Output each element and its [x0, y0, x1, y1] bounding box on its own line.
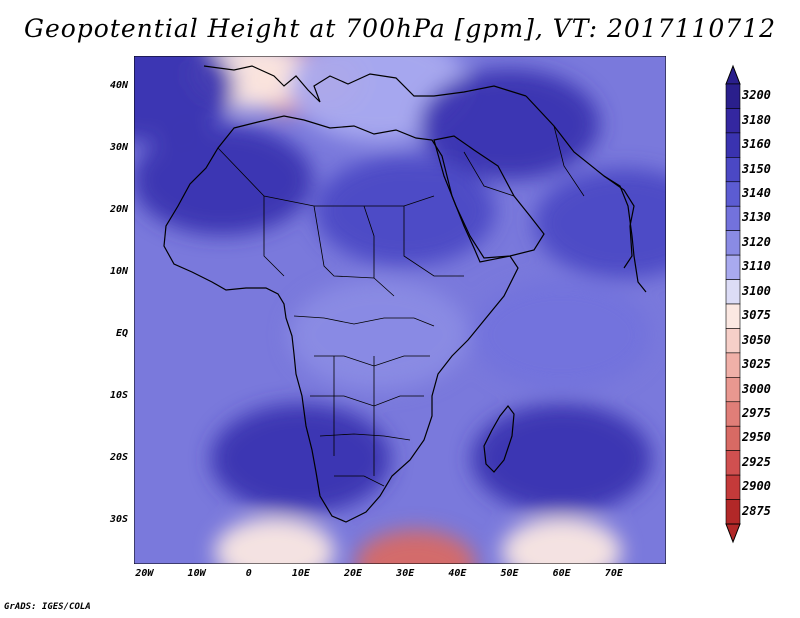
- colorbar-swatch: [725, 450, 741, 476]
- colorbar-level-label: 3100: [742, 283, 771, 298]
- colorbar-level-label: 3075: [742, 308, 771, 323]
- country-borders: [217, 125, 585, 487]
- lon-tick-label: 20W: [135, 568, 154, 579]
- lon-tick-label: 40E: [448, 568, 467, 579]
- geopotential-map: [134, 56, 666, 564]
- lat-tick-label: 10N: [109, 265, 128, 277]
- africa-coastline: [163, 115, 519, 523]
- lat-tick-label: 30S: [109, 513, 128, 525]
- colorbar: [725, 64, 741, 544]
- asia-coastline: [525, 95, 635, 269]
- field-s-indian-trough: [501, 517, 622, 564]
- colorbar-swatch: [725, 499, 741, 525]
- lat-tick-label: EQ: [115, 327, 128, 339]
- lon-tick-label: 10W: [187, 568, 206, 579]
- colorbar-swatch: [725, 108, 741, 134]
- field-eq-africa: [289, 279, 470, 390]
- field-east-africa: [315, 155, 496, 266]
- colorbar-level-label: 3180: [742, 112, 771, 127]
- field-se-atlantic-high: [210, 403, 391, 514]
- colorbar-level-label: 2975: [742, 406, 771, 420]
- field-mozambique-high: [471, 403, 652, 514]
- field-s-atlantic-low: [214, 517, 335, 564]
- lat-tick-label: 40N: [109, 79, 128, 91]
- colorbar-swatch: [725, 205, 741, 231]
- lon-tick-label: 50E: [500, 568, 519, 579]
- lat-tick-label: 20S: [109, 451, 128, 463]
- credit-text: GrADS: IGES/COLA: [4, 602, 91, 612]
- lon-tick-label: 70E: [604, 568, 623, 579]
- field-iran-high: [419, 69, 600, 180]
- field-indian-ocean: [471, 279, 652, 390]
- lat-tick-label: 30N: [109, 141, 128, 153]
- colorbar-level-label: 2900: [742, 479, 771, 494]
- field-sahara-high: [134, 124, 313, 235]
- colorbar-level-label: 3000: [742, 381, 771, 396]
- lon-tick-label: 60E: [552, 568, 571, 579]
- colorbar-level-label: 3025: [742, 357, 771, 372]
- europe-coastline: [203, 65, 527, 103]
- colorbar-level-label: 3130: [742, 210, 771, 225]
- colorbar-swatch: [725, 474, 741, 500]
- colorbar-swatch: [725, 157, 741, 183]
- colorbar-level-label: 3110: [742, 259, 771, 274]
- colorbar-swatch: [725, 352, 741, 378]
- lon-tick-label: 20E: [344, 568, 363, 579]
- field-atlantic-high: [134, 56, 235, 142]
- lon-tick-label: 30E: [396, 568, 415, 579]
- madagascar-coastline: [483, 405, 515, 473]
- colorbar-swatch: [725, 401, 741, 427]
- colorbar-swatch: [725, 254, 741, 280]
- colorbar-swatch: [725, 181, 741, 207]
- colorbar-swatch: [725, 230, 741, 256]
- colorbar-swatch: [725, 377, 741, 403]
- colorbar-level-label: 3200: [742, 88, 771, 103]
- india-coastline: [603, 175, 647, 293]
- colorbar-level-label: 3150: [742, 161, 771, 176]
- lon-tick-label: 0: [245, 568, 252, 579]
- colorbar-swatch: [725, 279, 741, 305]
- colorbar-level-label: 2950: [742, 430, 771, 445]
- colorbar-level-label: 3120: [742, 234, 771, 249]
- map-title: Geopotential Height at 700hPa [gpm], VT:…: [23, 14, 777, 43]
- lon-tick-label: 10E: [291, 568, 310, 579]
- field-s-africa-low: [355, 530, 476, 564]
- lat-tick-label: 10S: [109, 389, 128, 401]
- colorbar-swatch: [725, 132, 741, 158]
- colorbar-swatch: [725, 328, 741, 354]
- colorbar-level-label: 3050: [742, 332, 771, 347]
- colorbar-swatch: [725, 303, 741, 329]
- colorbar-bottom-arrow: [725, 523, 741, 544]
- lat-tick-label: 20N: [109, 203, 128, 215]
- colorbar-level-label: 3140: [742, 186, 771, 200]
- colorbar-swatch: [725, 425, 741, 451]
- colorbar-level-label: 3160: [742, 137, 771, 152]
- colorbar-top-arrow: [725, 64, 741, 85]
- arabia-coastline: [433, 135, 545, 259]
- map-panel: [134, 56, 666, 564]
- colorbar-level-label: 2925: [742, 454, 771, 469]
- colorbar-swatch: [725, 83, 741, 109]
- colorbar-level-label: 2875: [742, 503, 771, 518]
